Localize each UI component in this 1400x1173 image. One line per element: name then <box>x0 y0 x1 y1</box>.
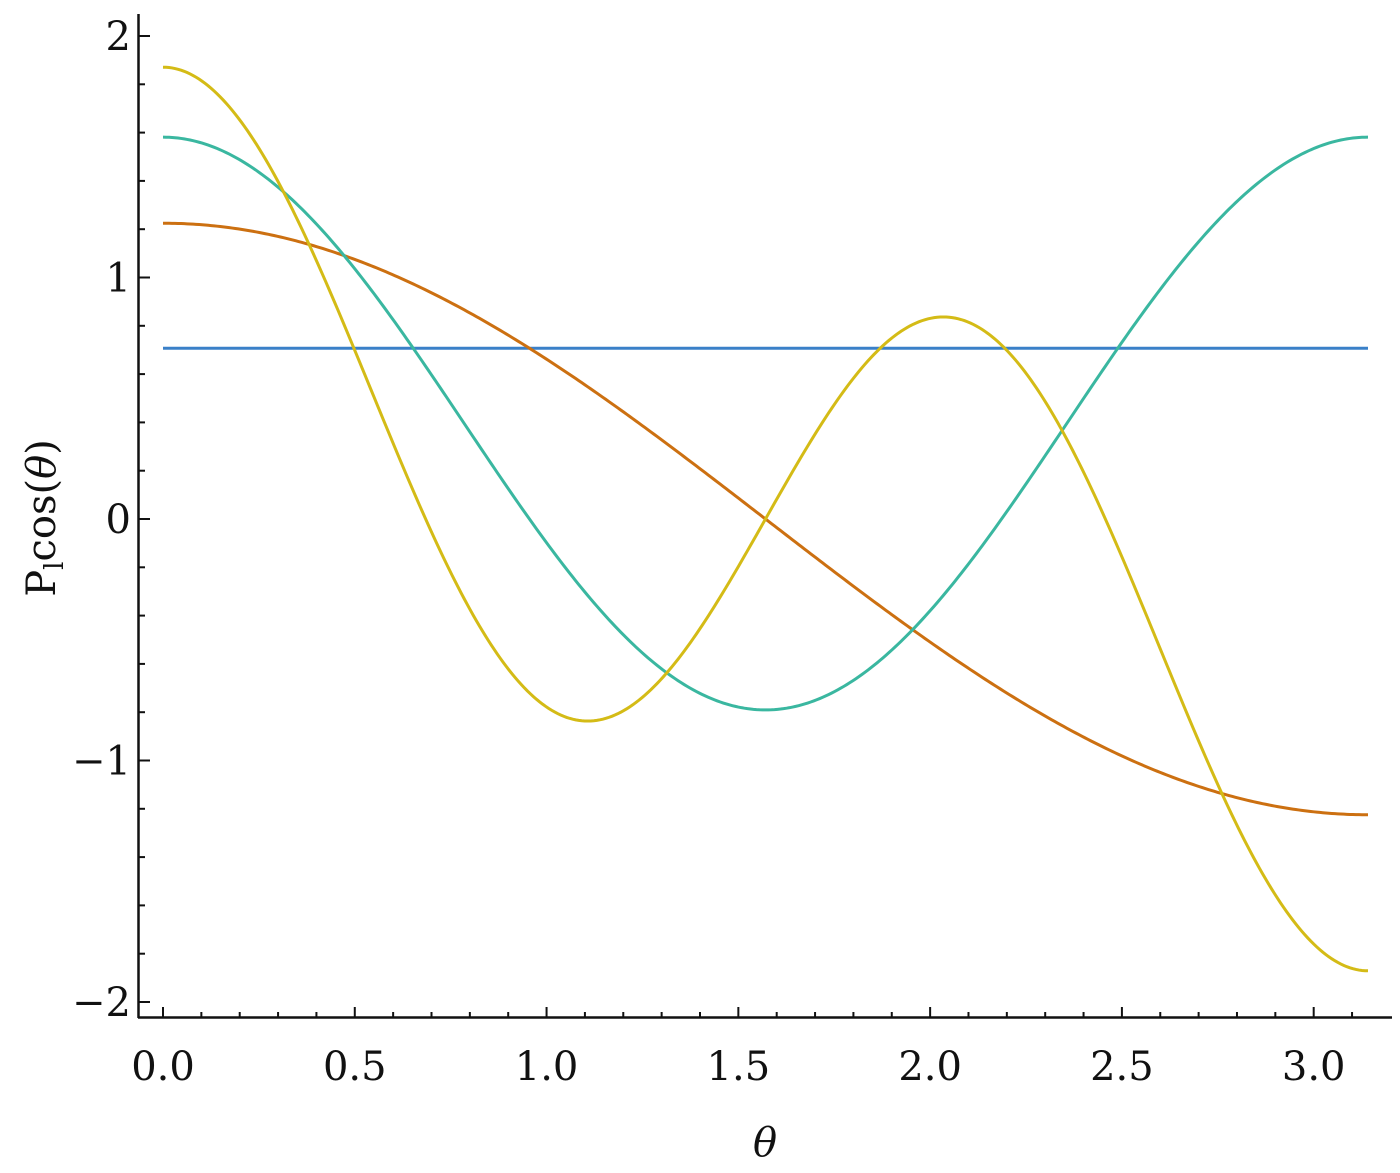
x-tick-label: 3.0 <box>1282 1044 1346 1090</box>
y-axis-title-suffix: ) <box>19 439 65 455</box>
y-tick-label: −1 <box>72 739 131 785</box>
y-tick-label: 0 <box>106 497 131 543</box>
x-tick-label: 2.5 <box>1090 1044 1154 1090</box>
y-axis-title-prefix: cos( <box>19 479 65 562</box>
series-layer <box>162 65 1369 973</box>
y-tick-label: −2 <box>72 980 131 1026</box>
x-tick-label: 0.0 <box>131 1044 195 1090</box>
x-tick-label: 0.5 <box>323 1044 387 1090</box>
x-tick-label: 1.0 <box>515 1044 579 1090</box>
x-tick-label: 1.5 <box>707 1044 771 1090</box>
series-line-3 <box>162 135 1369 712</box>
x-tick-label: 2.0 <box>898 1044 962 1090</box>
series-line-4 <box>162 65 1369 973</box>
y-axis-title: Plcos(θ) <box>19 439 70 597</box>
y-tick-label: 1 <box>106 256 131 302</box>
ticks-layer <box>139 35 1354 1017</box>
y-axis-title-variable: θ <box>19 455 65 479</box>
y-axis-title-base: P <box>19 570 65 597</box>
y-tick-label: 2 <box>106 14 131 60</box>
labels-layer: 0.0 0.5 1.0 1.5 2.0 2.5 3.0 −2 −1 0 1 2 <box>72 14 1345 1090</box>
x-axis-title: θ <box>753 1120 777 1166</box>
y-axis-title-subscript: l <box>40 562 70 570</box>
